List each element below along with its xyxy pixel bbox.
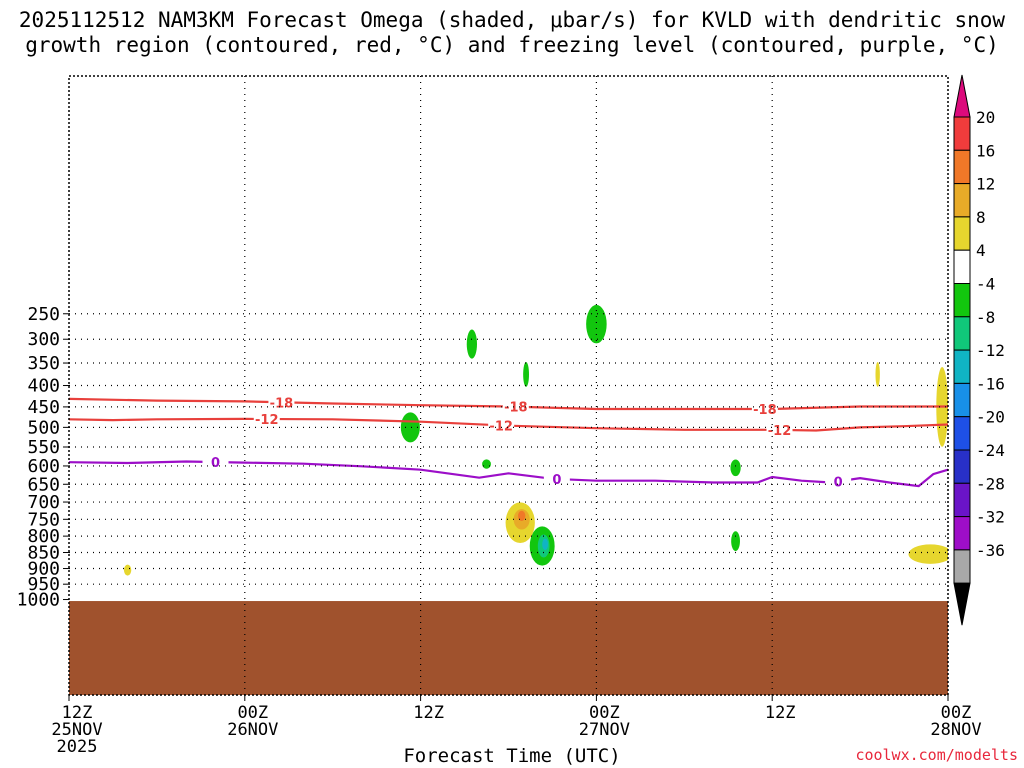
- y-tick-label-500: 500: [27, 417, 60, 438]
- colorbar-label-6: -8: [976, 308, 995, 327]
- colorbar-label-11: -28: [976, 474, 1005, 493]
- colorbar-label-8: -16: [976, 374, 1005, 393]
- yellow-omega-850hpa: [908, 544, 948, 564]
- colorbar-label-2: 12: [976, 175, 995, 194]
- colorbar-swatch-9: [953, 382, 971, 418]
- y-tick-label-550: 550: [27, 437, 60, 458]
- colorbar-label-7: -12: [976, 341, 1005, 360]
- y-tick-label-350: 350: [27, 353, 60, 374]
- dgz-minus12-label-bg-2: [766, 422, 793, 436]
- dgz-minus12-label-bg-0: [253, 411, 280, 425]
- green-omega-800hpa: [731, 531, 740, 551]
- plot-frame: [68, 75, 949, 696]
- surface-terrain-band: [69, 601, 948, 695]
- chart-title-line-1: 2025112512 NAM3KM Forecast Omega (shaded…: [18, 8, 1006, 32]
- freezing-level-label-bg-1: [543, 472, 570, 486]
- x-tick-label-60: 00Z: [941, 703, 972, 723]
- y-tick-label-1000: 1000: [17, 590, 60, 611]
- y-tick-label-650: 650: [27, 474, 60, 495]
- colorbar-label-1: 16: [976, 141, 995, 160]
- colorbar-swatch-5: [953, 249, 971, 284]
- x-tick-label-48: 12Z: [765, 703, 796, 723]
- colorbar-swatch-3: [953, 183, 971, 218]
- colorbar-top-arrow: [953, 74, 971, 118]
- y-tick-label-900: 900: [27, 559, 60, 580]
- colorbar-swatch-13: [953, 516, 971, 551]
- colorbar-label-5: -4: [976, 275, 995, 294]
- y-tick-label-250: 250: [27, 304, 60, 325]
- dgz-minus18-label-bg-1: [502, 399, 529, 413]
- dgz-minus18-label-0: -18: [270, 396, 294, 411]
- x-tick-date-36: 27NOV: [579, 720, 630, 740]
- dgz-minus18-label-bg-2: [751, 401, 778, 415]
- yellow-omega-900hpa: [123, 564, 132, 576]
- colorbar-label-4: 4: [976, 241, 986, 260]
- colorbar-swatch-11: [953, 449, 971, 484]
- green-omega-600hpa: [730, 459, 741, 477]
- x-tick-date-12: 26NOV: [227, 720, 278, 740]
- green-omega-250hpa: [586, 304, 607, 344]
- x-tick-date-60: 28NOV: [930, 720, 981, 740]
- x-tick-date-0: 25NOV: [51, 720, 102, 740]
- colorbar-swatch-8: [953, 349, 971, 384]
- green-omega-500hpa: [400, 412, 420, 443]
- colorbar-swatch-1: [953, 116, 971, 151]
- dgz-minus18-label-2: -18: [753, 403, 777, 418]
- colorbar-swatch-7: [953, 316, 971, 351]
- dgz-minus12-contour: [69, 417, 948, 432]
- x-tick-label-0: 12Z: [62, 703, 93, 723]
- y-tick-label-400: 400: [27, 376, 60, 397]
- colorbar-swatch-4: [953, 216, 971, 251]
- x-axis-title: Forecast Time (UTC): [403, 745, 621, 767]
- colorbar-label-12: -32: [976, 508, 1005, 527]
- x-tick-label-36: 00Z: [589, 703, 620, 723]
- yellow-omega-370hpa: [875, 362, 880, 387]
- x-tick-year-0: 2025: [57, 737, 98, 757]
- x-tick-label-24: 12Z: [413, 703, 444, 723]
- y-tick-label-850: 850: [27, 543, 60, 564]
- colorbar: 20 16 12 8 4 -4 -8 -12 -16 -20 -24 -28 -32 -36: [953, 74, 1005, 626]
- dgz-minus18-label-1: -18: [504, 401, 528, 416]
- freezing-level-label-bg-0: [202, 455, 229, 469]
- freezing-level-label-1: 0: [552, 473, 561, 488]
- colorbar-bottom-arrow: [953, 582, 971, 626]
- y-tick-label-300: 300: [27, 329, 60, 350]
- green-omega-300hpa: [466, 329, 478, 359]
- x-tick-label-12: 00Z: [237, 703, 268, 723]
- dgz-minus12-label-0: -12: [255, 413, 279, 428]
- freezing-level-label-2: 0: [834, 475, 843, 490]
- dark-orange-omega-740hpa: [518, 510, 526, 522]
- colorbar-label-10: -24: [976, 441, 1005, 460]
- y-tick-label-450: 450: [27, 397, 60, 418]
- cyan-omega-830hpa: [542, 538, 549, 551]
- y-tick-label-750: 750: [27, 509, 60, 530]
- chart-title-line-2: growth region (contoured, red, °C) and f…: [25, 33, 999, 57]
- y-tick-label-600: 600: [27, 456, 60, 477]
- y-tick-label-950: 950: [27, 574, 60, 595]
- colorbar-label-0: 20: [976, 108, 995, 127]
- colorbar-swatch-6: [953, 283, 971, 318]
- freezing-level-label-0: 0: [211, 456, 220, 471]
- y-tick-label-700: 700: [27, 492, 60, 513]
- dgz-minus18-label-bg-0: [268, 395, 295, 409]
- colorbar-swatch-10: [953, 416, 971, 451]
- credit-text[interactable]: coolwx.com/modelts: [855, 746, 1018, 764]
- freezing-level-contour: [69, 460, 948, 488]
- y-tick-label-800: 800: [27, 526, 60, 547]
- dgz-minus12-label-bg-1: [488, 418, 515, 432]
- colorbar-label-9: -20: [976, 408, 1005, 427]
- green-omega-380hpa: [523, 362, 530, 387]
- colorbar-swatch-12: [953, 482, 971, 518]
- green-omega-590hpa: [482, 459, 491, 469]
- colorbar-label-13: -36: [976, 541, 1005, 560]
- colorbar-swatch-14: [953, 549, 971, 584]
- dgz-minus12-label-2: -12: [768, 424, 792, 439]
- colorbar-label-3: 8: [976, 208, 986, 227]
- colorbar-swatch-2: [953, 149, 971, 185]
